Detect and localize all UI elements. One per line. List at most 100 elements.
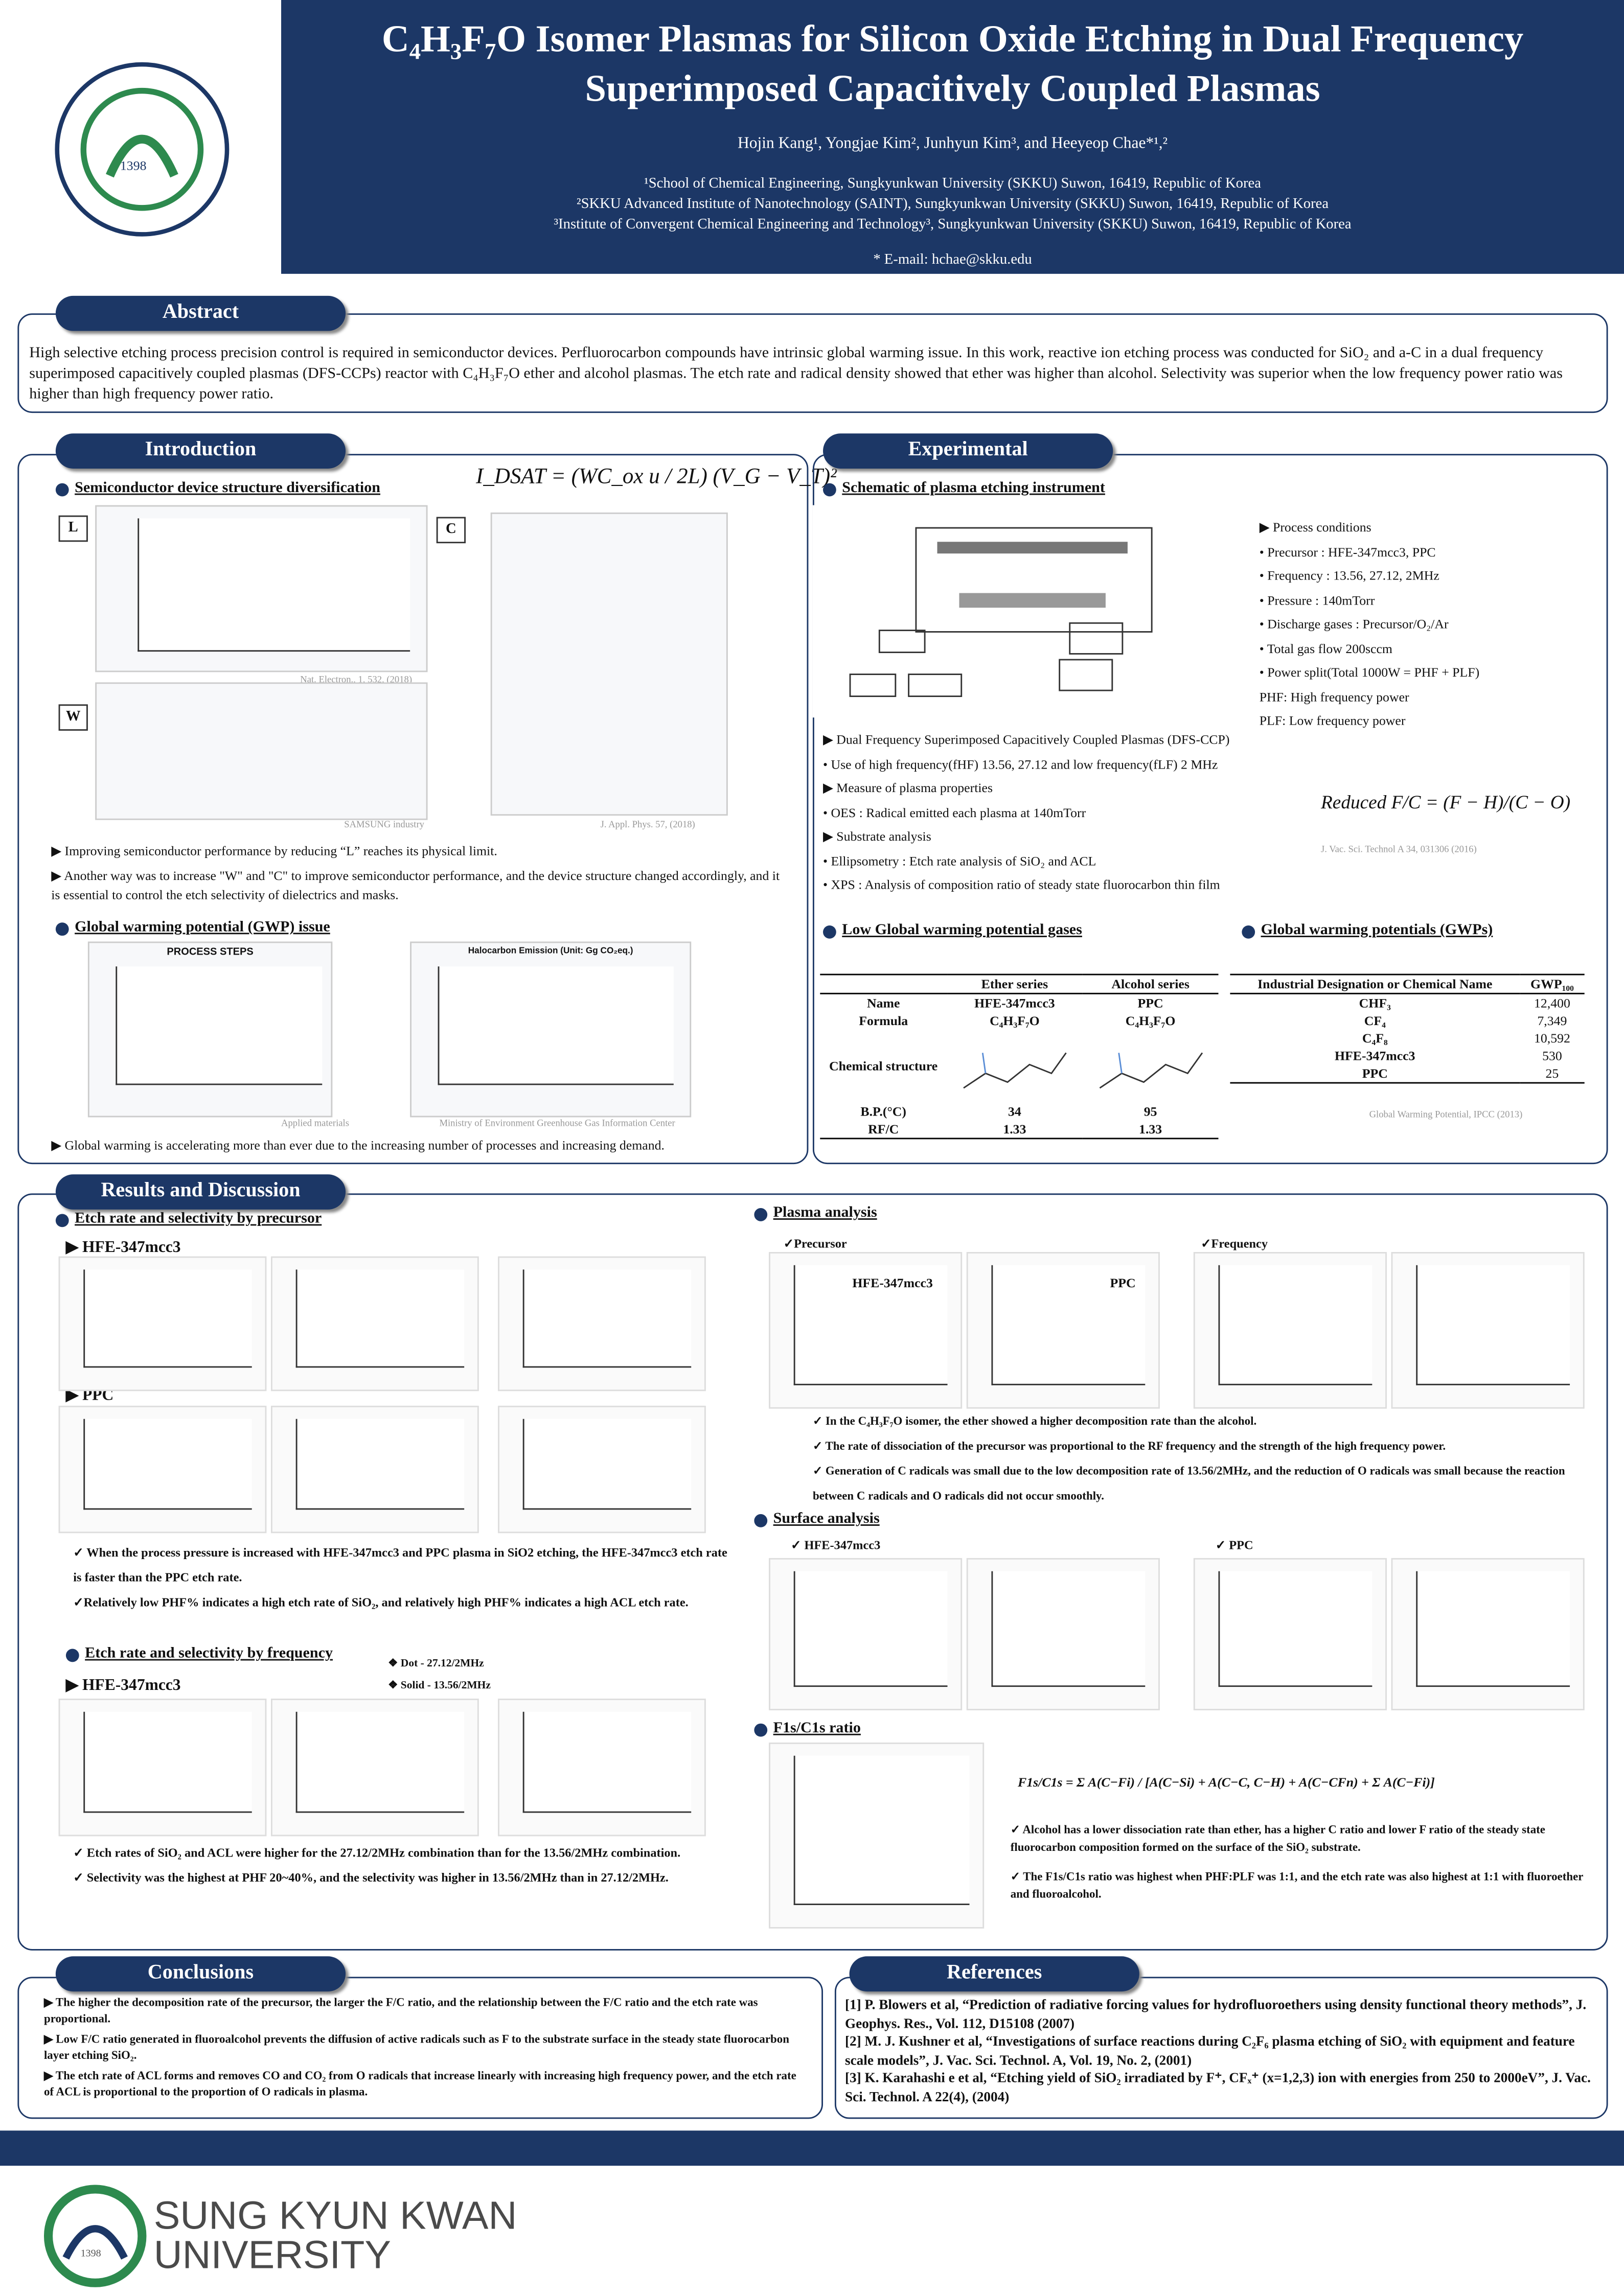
label: HFE-347mcc3: [852, 1275, 933, 1290]
footer-band: [0, 2130, 1624, 2166]
table-cell: 1.33: [1003, 1121, 1026, 1137]
table-cell: RF/C: [868, 1121, 899, 1137]
figure: PROCESS STEPS: [87, 941, 333, 1118]
table-cell: 95: [1143, 1104, 1157, 1119]
plot-frame: [58, 1405, 267, 1534]
bullets: ✓ In the C₄H₃F₇O isomer, the ether showe…: [813, 1409, 1604, 1509]
plot-frame: [769, 1742, 985, 1929]
experimental-box: [812, 454, 1608, 1165]
plot-frame: [498, 1405, 706, 1534]
equation: F1s/C1s = Σ A(C−Fi) / [A(C−Si) + A(C−C, …: [1018, 1774, 1435, 1790]
header-band: [281, 0, 1624, 274]
table-cell: 7,349: [1537, 1013, 1567, 1028]
list-item: ▶ The higher the decomposition rate of t…: [43, 1996, 758, 2025]
subheading: Global warming potential (GWP) issue: [55, 920, 330, 936]
plot-axes: [83, 1419, 252, 1510]
bullets: ✓ When the process pressure is increased…: [73, 1541, 732, 1615]
plot-axes: [793, 1265, 948, 1385]
tag: W: [58, 704, 88, 731]
label: ▶ HFE-347mcc3: [65, 1676, 181, 1695]
list-item: [2] M. J. Kushner et al, “Investigations…: [844, 2035, 1575, 2069]
label: ✓ HFE-347mcc3: [790, 1537, 881, 1552]
bullets: ✓ Etch rates of SiO₂ and ACL were higher…: [73, 1841, 732, 1890]
schematic: [812, 505, 1245, 718]
plot-axes: [1218, 1571, 1373, 1687]
table-cell: C₄F₈: [1362, 1031, 1388, 1046]
references-box: [834, 1977, 1608, 2119]
table-cell: B.P.(°C): [860, 1104, 906, 1119]
plot-axes: [522, 1711, 692, 1813]
plot-frame: [966, 1252, 1160, 1409]
email: * E-mail: hchae@skku.edu: [873, 251, 1032, 268]
plot-frame: [1391, 1252, 1585, 1409]
tag: C: [436, 517, 466, 544]
table-row: HFE-347mcc3 530: [1230, 1047, 1584, 1064]
caption: Global Warming Potential, IPCC (2013): [1369, 1110, 1523, 1121]
table-cell: PPC: [1362, 1066, 1388, 1081]
table-row: Formula C₄H₃F₇O C₄H₃F₇O: [820, 1012, 1218, 1029]
logo-year: 1398: [80, 2247, 101, 2260]
plot-axes: [295, 1269, 465, 1368]
list-item: • Ellipsometry : Etch rate analysis of S…: [823, 853, 1096, 868]
table-row: Industrial Designation or Chemical Name G…: [1230, 974, 1585, 994]
table-cell: PPC: [1137, 995, 1163, 1011]
conclusions-list: ▶ The higher the decomposition rate of t…: [44, 1994, 808, 2104]
plot-axes: [83, 1711, 252, 1813]
list-item: ✓ Selectivity was the highest at PHF 20~…: [73, 1870, 669, 1885]
section-heading: Introduction: [55, 433, 346, 469]
plot-frame: [270, 1405, 479, 1534]
table-cell: C₄H₃F₇O: [990, 1013, 1040, 1028]
list-item: • XPS : Analysis of composition ratio of…: [823, 877, 1220, 892]
footer-line: SUNG KYUN KWAN: [153, 2193, 517, 2238]
references-list: [1] P. Blowers et al, “Prediction of rad…: [845, 1998, 1595, 2107]
subheading: Global warming potentials (GWPs): [1242, 922, 1493, 939]
list-item: ✓ In the C₄H₃F₇O isomer, the ether showe…: [812, 1414, 1257, 1428]
molecule: [1099, 1052, 1203, 1089]
table-cell: C₄H₃F₇O: [1125, 1013, 1176, 1028]
table-cell: 1.33: [1139, 1121, 1162, 1137]
table-cell: CF₄: [1364, 1013, 1386, 1028]
equation: Reduced F/C = (F − H)/(C − O): [1321, 791, 1571, 813]
table-row: Chemical structure: [820, 1029, 1218, 1102]
equation: I_DSAT = (WC_ox u / 2L) (V_G − V_T)²: [476, 466, 837, 490]
list-item: [1] P. Blowers et al, “Prediction of rad…: [844, 1999, 1587, 2032]
label: ▶ HFE-347mcc3: [65, 1239, 181, 1257]
section-heading: Experimental: [823, 433, 1113, 469]
plot-frame: [498, 1698, 706, 1837]
table-cell: [947, 1029, 1083, 1102]
plot-axes: [793, 1571, 948, 1687]
caption: SAMSUNG industry: [344, 820, 424, 830]
section-heading: References: [849, 1956, 1139, 1992]
list-item: PHF: High frequency power: [1259, 689, 1409, 704]
section-heading: Abstract: [55, 295, 346, 331]
footer-logo: [43, 2185, 147, 2287]
table-cell: 12,400: [1534, 995, 1570, 1011]
table-row: Name HFE-347mcc3 PPC: [820, 993, 1218, 1012]
list-item: • Pressure : 140mTorr: [1259, 592, 1375, 607]
section-heading: Conclusions: [55, 1956, 346, 1992]
tag: L: [58, 515, 88, 542]
table-header: Alcohol series: [1111, 977, 1190, 991]
label: ✓Frequency: [1201, 1236, 1268, 1251]
list-item: ✓ Alcohol has a lower dissociation rate …: [1010, 1823, 1545, 1854]
list-item: ✓ The F1s/C1s ratio was highest when PHF…: [1010, 1870, 1584, 1901]
figure: [95, 682, 428, 820]
intro-box: [17, 454, 809, 1165]
plot-frame: [58, 1256, 267, 1391]
table-cell: [1083, 1029, 1219, 1102]
caption: Ministry of Environment Greenhouse Gas I…: [439, 1119, 675, 1129]
table-header: GWP₁₀₀: [1530, 977, 1574, 991]
plot-axes: [295, 1711, 465, 1813]
plot-axes: [793, 1755, 970, 1906]
plot-axes: [295, 1419, 465, 1510]
caption: J. Vac. Sci. Technol A 34, 031306 (2016): [1321, 845, 1477, 855]
list-item: ▶ Dual Frequency Superimposed Capacitive…: [823, 732, 1230, 747]
logo: [55, 62, 230, 237]
table-cell: 25: [1545, 1066, 1559, 1081]
label: PPC: [1110, 1275, 1136, 1290]
plot-axes: [522, 1419, 692, 1510]
list-item: ▶ Improving semiconductor performance by…: [51, 843, 497, 859]
conditions: ▶ Process conditions • Precursor : HFE-34…: [1260, 516, 1596, 733]
authors: Hojin Kang¹, Yongjae Kim², Junhyun Kim³,…: [737, 134, 1168, 153]
affiliations: ¹School of Chemical Engineering, Sungkyu…: [281, 174, 1624, 236]
